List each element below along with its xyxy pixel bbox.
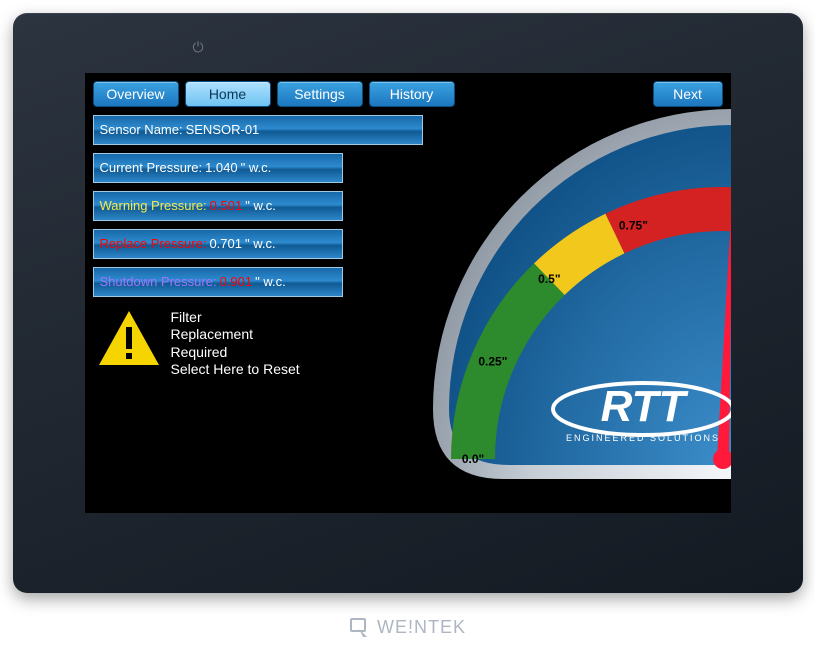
bar-warning-pressure: Warning Pressure: 0.501 " w.c. [93,191,343,221]
device-brand-text: WE!NTEK [377,617,466,638]
shutdown-pressure-unit: " w.c. [255,274,286,289]
alert-line-2: Replacement [171,326,300,344]
bar-current-pressure: Current Pressure: 1.040 " w.c. [93,153,343,183]
tab-settings[interactable]: Settings [277,81,363,107]
current-pressure-unit: " w.c. [241,160,272,175]
tab-next[interactable]: Next [653,81,723,107]
current-pressure-value: 1.040 [205,160,238,175]
warning-pressure-label: Warning Pressure: [100,198,207,213]
warning-pressure-unit: " w.c. [245,198,276,213]
tab-history[interactable]: History [369,81,455,107]
sensor-name-label: Sensor Name: [100,122,183,137]
warning-triangle-icon [97,309,161,367]
replace-pressure-value: 0.701 [209,236,242,251]
svg-text:0.5": 0.5" [538,272,560,286]
logo-subtext: ENGINEERED SOLUTIONS [565,433,719,443]
replace-pressure-label: Replace Pressure: [100,236,207,251]
svg-text:1.0": 1.0" [720,202,730,216]
alert-line-3: Required [171,344,300,362]
bar-shutdown-pressure: Shutdown Pressure: 0.901 " w.c. [93,267,343,297]
brand-icon [349,617,371,639]
current-pressure-label: Current Pressure: [100,160,203,175]
replace-pressure-unit: " w.c. [245,236,276,251]
screen-content: Sensor Name: SENSOR-01 Current Pressure:… [85,111,731,513]
device-brand-bar: WE!NTEK [13,603,803,653]
tab-home[interactable]: Home [185,81,271,107]
power-icon: ⏻ [193,39,204,56]
alert-line-1: Filter [171,309,300,327]
svg-text:0.0": 0.0" [461,452,483,466]
hmi-screen: Overview Home Settings History Next Sens… [85,73,731,513]
bar-replace-pressure: Replace Pressure: 0.701 " w.c. [93,229,343,259]
svg-text:0.75": 0.75" [618,218,647,232]
alert-reset-button[interactable]: Filter Replacement Required Select Here … [93,309,423,379]
pressure-gauge: 0.0" 0.25" 0.5" 0.75" 1.0" RTT ENGINEERED SO… [433,109,731,479]
left-panel: Sensor Name: SENSOR-01 Current Pressure:… [93,115,423,505]
logo-text: RTT [600,382,688,431]
shutdown-pressure-label: Shutdown Pressure: [100,274,217,289]
alert-line-4: Select Here to Reset [171,361,300,379]
right-panel: 0.0"0.25"0.5"0.75"1.0" RTT ENGINEERED SO… [433,115,723,505]
sensor-name-value: SENSOR-01 [186,122,260,137]
shutdown-pressure-value: 0.901 [220,274,253,289]
bar-sensor-name: Sensor Name: SENSOR-01 [93,115,423,145]
alert-text: Filter Replacement Required Select Here … [171,309,300,379]
tab-overview[interactable]: Overview [93,81,179,107]
warning-pressure-value: 0.501 [210,198,243,213]
hmi-device-frame: ⏻ Overview Home Settings History Next Se… [13,13,803,593]
nav-tabs: Overview Home Settings History Next [85,73,731,111]
svg-text:0.25": 0.25" [478,354,507,368]
